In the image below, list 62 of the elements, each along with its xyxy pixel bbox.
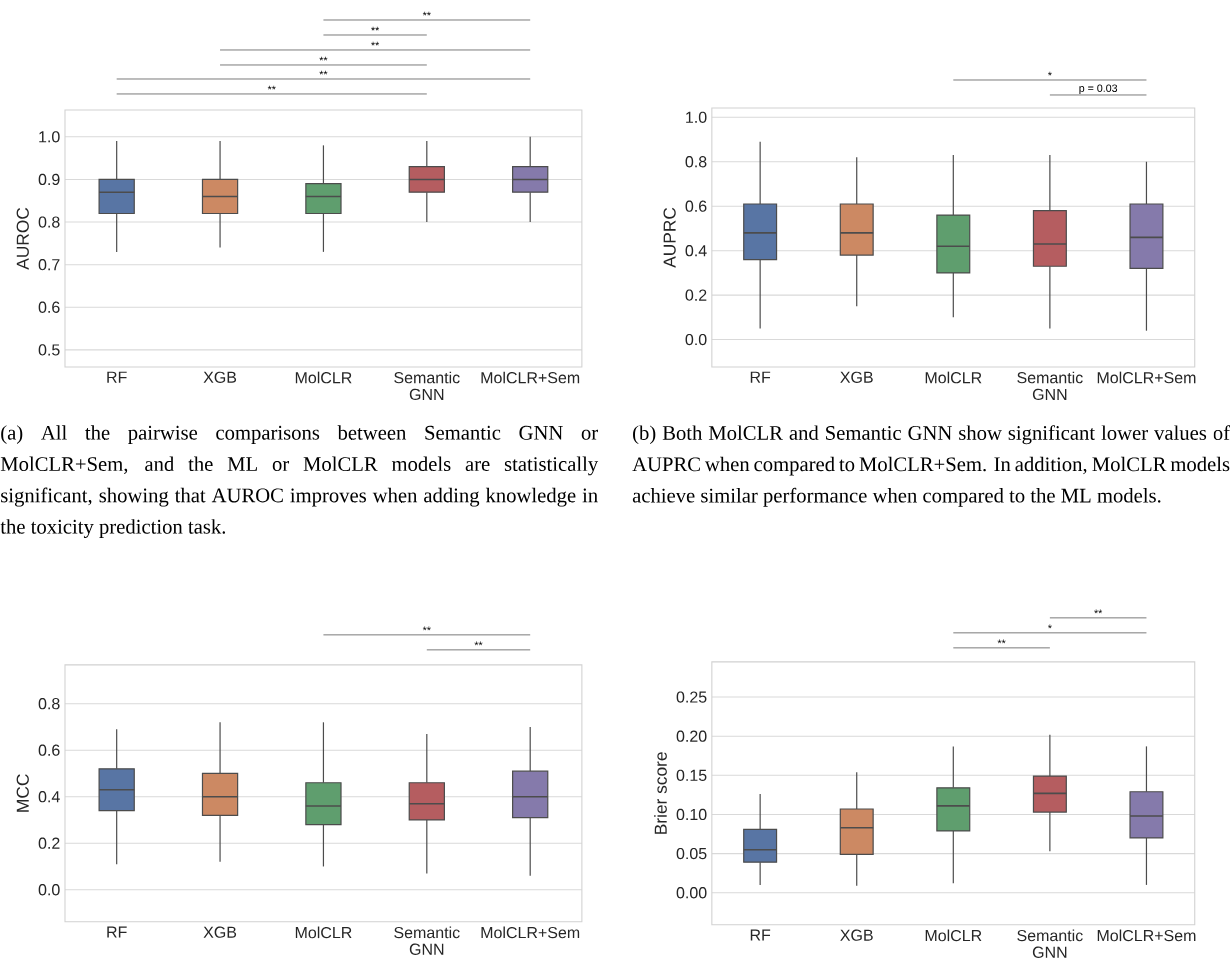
y-tick-label: 0.4 (38, 790, 60, 803)
y-tick-label: 0.05 (676, 847, 707, 860)
x-tick-label: XGB (203, 371, 237, 383)
y-tick-label: 0.2 (685, 289, 707, 301)
y-tick-label: 0.6 (685, 200, 707, 212)
x-tick-label: MolCLR+Sem (1097, 371, 1196, 384)
x-tick-label: MolCLR (925, 929, 982, 942)
text: * (1047, 624, 1052, 629)
x-tick-label: XGB (840, 371, 873, 383)
y-axis-title: Brier score (654, 752, 667, 834)
x-tick-label: Semantic GNN (1017, 371, 1083, 400)
y-tick-label: 0.2 (38, 837, 60, 849)
x-tick-label: MolCLR (295, 371, 352, 384)
y-tick-label: 0.4 (685, 244, 707, 257)
text: * (1047, 71, 1052, 76)
x-tick-label: RF (107, 926, 127, 938)
y-tick-label: 0.6 (38, 744, 60, 756)
x-tick-label: Semantic GNN (1017, 929, 1083, 958)
text: (b) Both MolCLR and Semantic GNN show significant lower values of AUPRC when compared to MolCLR+Sem. In addition, MolCLR models achieve similar performance when compared to the ML models. (632, 425, 1230, 507)
y-tick-label: 0.00 (676, 886, 707, 899)
x-tick-label: MolCLR+Sem (481, 371, 580, 384)
y-tick-label: 0.25 (676, 691, 707, 703)
x-tick-label: MolCLR (295, 926, 352, 939)
text: ** (1094, 609, 1103, 614)
x-tick-label: MolCLR+Sem (481, 926, 580, 939)
y-axis-title: MCC (16, 774, 29, 812)
text: ** (319, 70, 328, 75)
y-tick-label: 0.9 (38, 173, 60, 185)
y-tick-label: 0.0 (685, 333, 707, 346)
x-tick-label: RF (750, 371, 771, 383)
y-tick-label: 0.8 (685, 155, 707, 168)
x-tick-label: Semantic GNN (394, 371, 460, 400)
y-axis-title: AUROC (16, 207, 29, 270)
text: ** (267, 85, 276, 90)
text: p = 0.03 (1079, 84, 1118, 94)
y-tick-label: 0.8 (38, 216, 60, 228)
y-tick-label: 1.0 (686, 111, 707, 123)
y-tick-label: 0.10 (676, 808, 707, 820)
x-tick-label: Semantic GNN (394, 926, 460, 955)
text: (a) All the pairwise comparisons between Semantic GNN or MolCLR+Sem, and the ML or MolCLR models are statistically significant, showing that AUROC improves when adding knowledge in the toxicity prediction task. (0, 425, 599, 538)
text: ** (997, 639, 1006, 644)
x-tick-label: MolCLR (925, 371, 982, 384)
y-tick-label: 0.20 (676, 730, 707, 742)
x-tick-label: RF (107, 371, 127, 383)
text: ** (319, 56, 328, 61)
x-tick-label: RF (750, 929, 771, 941)
y-axis-title: AUPRC (663, 207, 676, 268)
text: ** (422, 626, 431, 631)
y-tick-label: 0.8 (38, 697, 60, 710)
text: ** (422, 11, 431, 16)
y-tick-label: 1.0 (39, 130, 60, 143)
text: ** (474, 641, 483, 646)
x-tick-label: MolCLR+Sem (1097, 929, 1196, 942)
x-tick-label: XGB (203, 926, 237, 938)
y-tick-label: 0.15 (676, 769, 707, 781)
y-tick-label: 0.5 (38, 344, 60, 356)
y-tick-label: 0.6 (38, 301, 60, 313)
y-tick-label: 0.7 (38, 258, 60, 271)
y-tick-label: 0.0 (38, 883, 60, 896)
text: ** (371, 26, 380, 31)
x-tick-label: XGB (840, 929, 873, 941)
text: ** (371, 41, 380, 46)
